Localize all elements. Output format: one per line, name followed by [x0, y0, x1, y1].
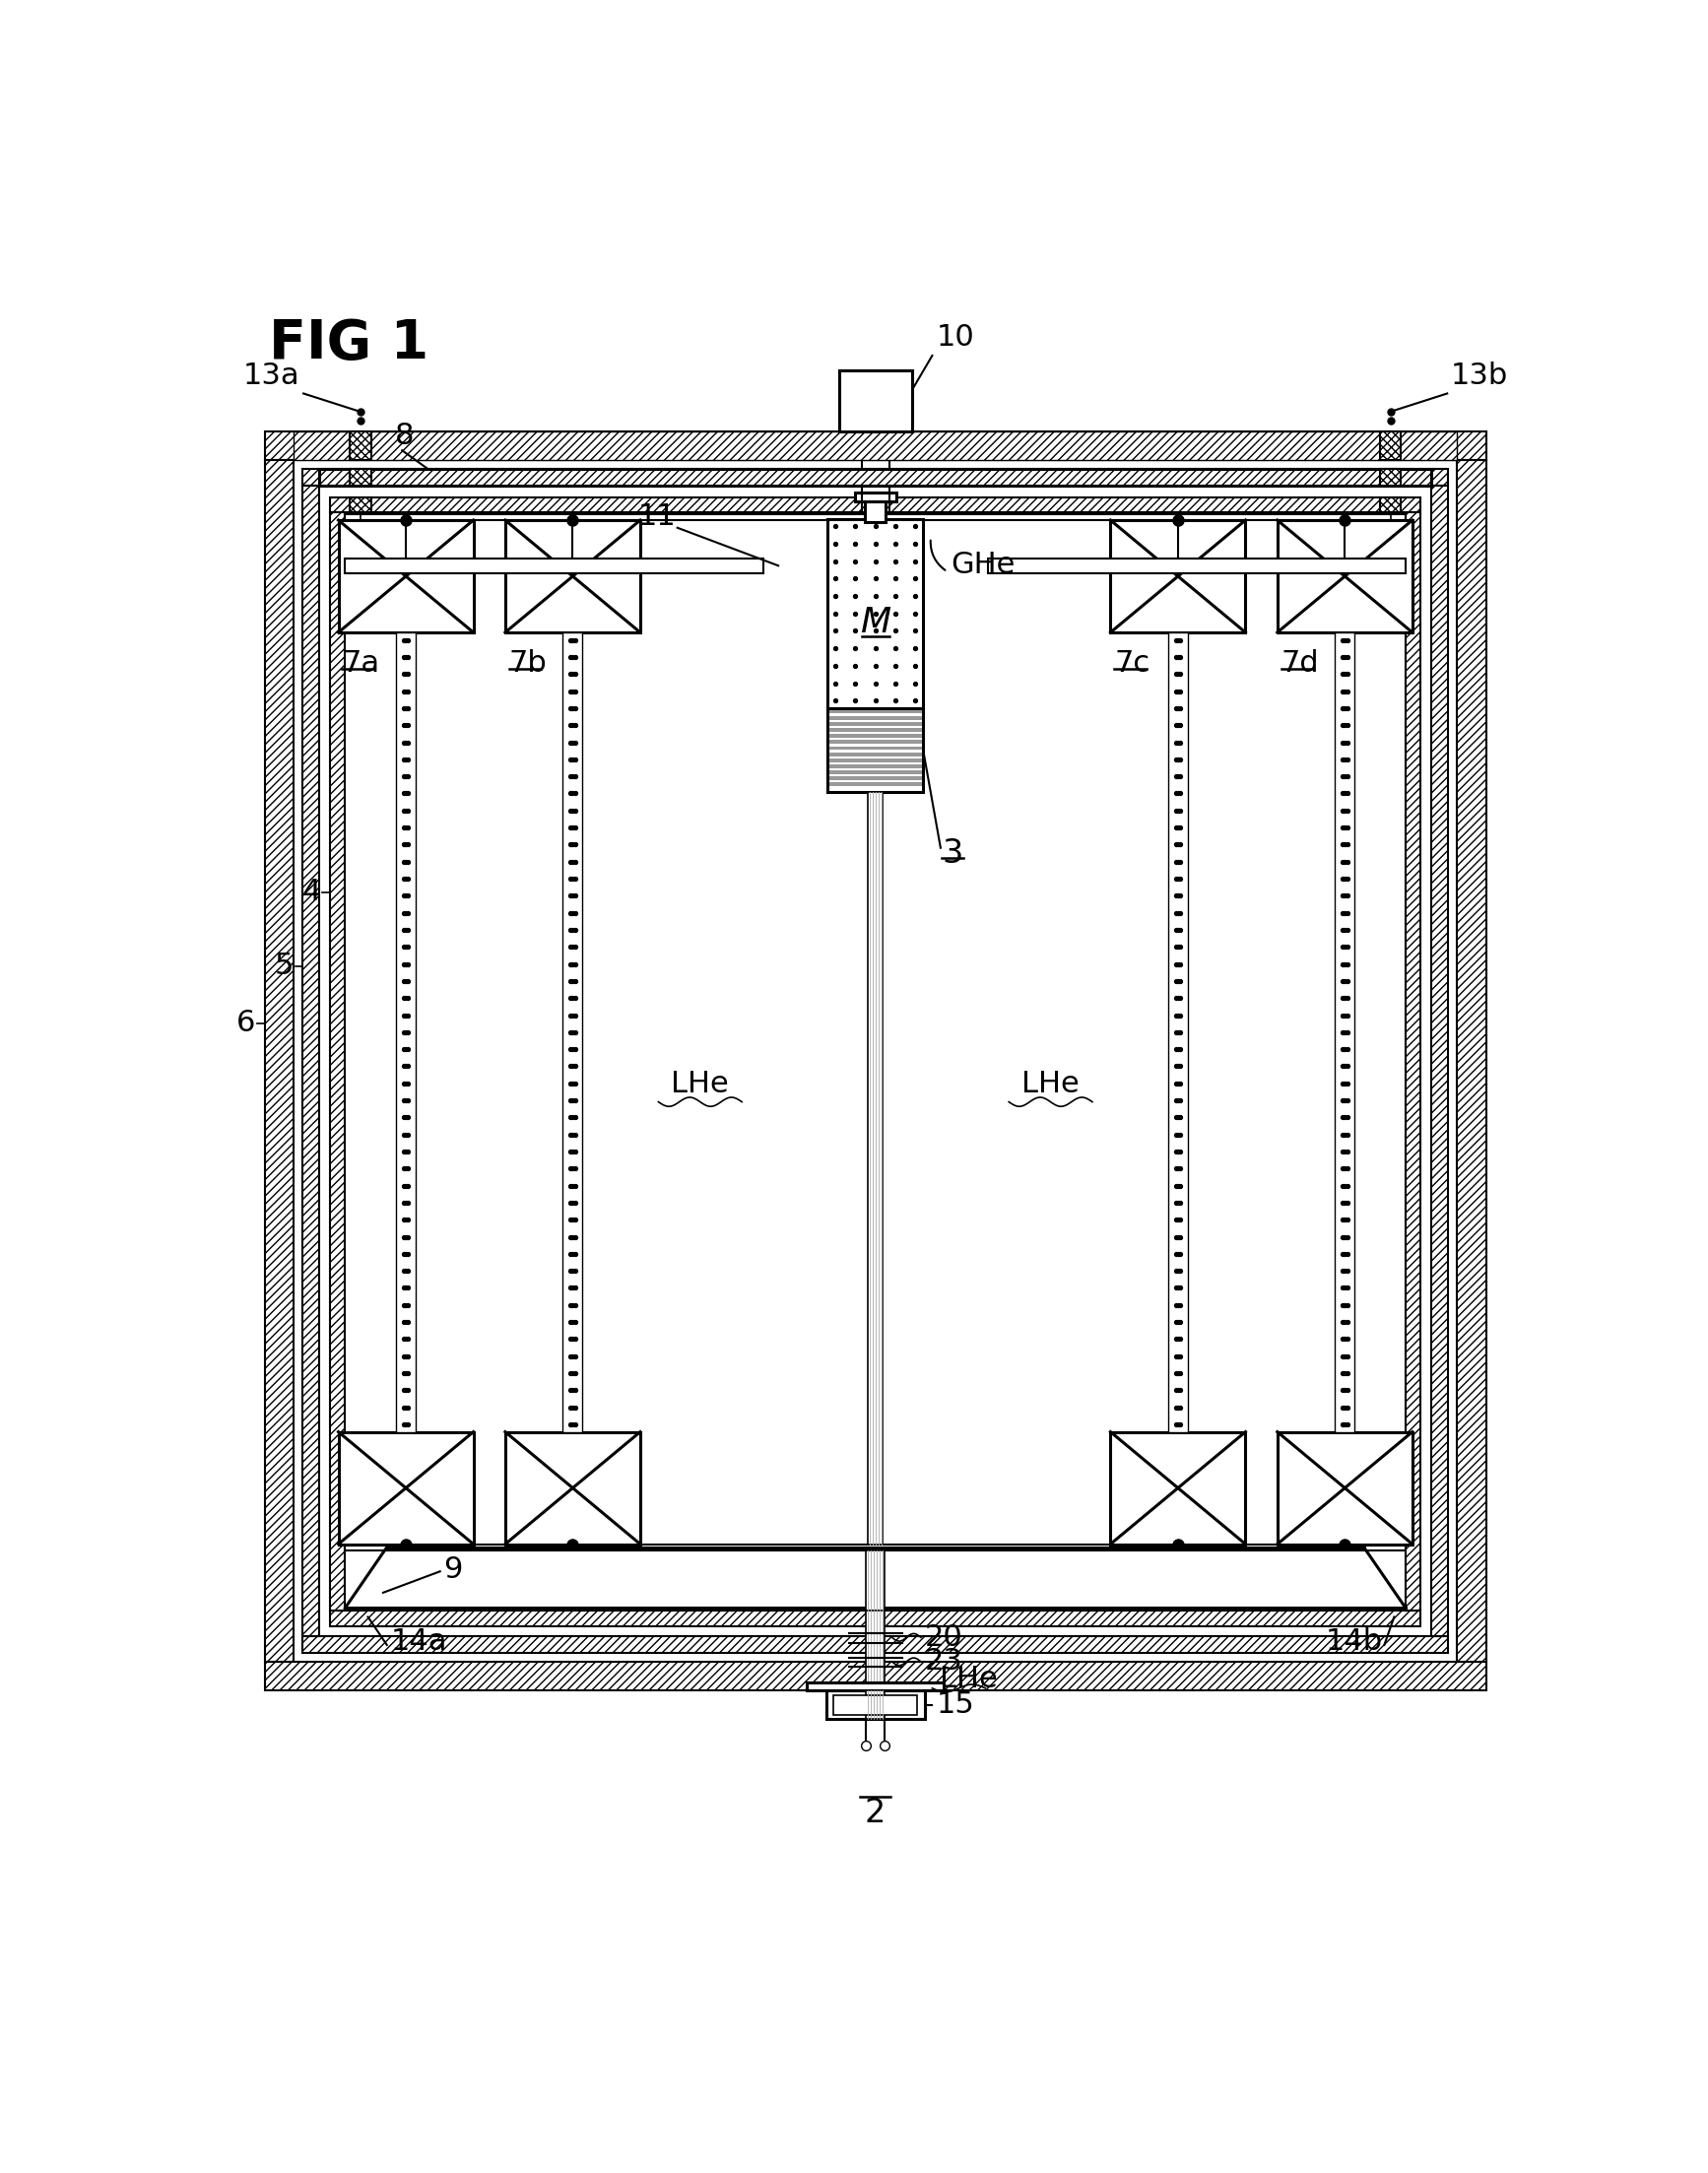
Bar	[330, 513, 345, 1610]
Text: 8: 8	[395, 422, 413, 450]
Text: 13b: 13b	[1452, 361, 1508, 389]
Bar	[1457, 461, 1486, 1662]
Bar	[1380, 469, 1401, 487]
Bar	[828, 745, 922, 750]
Bar	[302, 487, 319, 1636]
Bar	[564, 632, 582, 1432]
Bar	[1380, 432, 1401, 461]
Bar	[828, 708, 922, 791]
Bar	[506, 519, 640, 632]
Bar	[338, 1432, 473, 1545]
Bar	[319, 469, 1431, 487]
Text: 7d: 7d	[1281, 650, 1319, 678]
Bar	[1110, 519, 1245, 632]
Bar	[828, 715, 922, 719]
Text: 7b: 7b	[509, 650, 547, 678]
Bar	[828, 771, 922, 774]
Bar	[330, 498, 1421, 513]
Text: 15: 15	[936, 1691, 974, 1719]
Bar	[866, 1549, 885, 1610]
Bar	[345, 558, 763, 574]
Text: 9: 9	[444, 1556, 463, 1584]
Bar	[828, 776, 922, 780]
Bar	[506, 1432, 640, 1545]
Text: 20: 20	[924, 1623, 963, 1651]
Text: LHe: LHe	[1021, 1069, 1079, 1097]
Bar	[864, 491, 886, 522]
Bar	[828, 765, 922, 769]
Bar	[302, 469, 1448, 487]
Bar	[866, 1691, 885, 1719]
Bar	[265, 432, 1486, 461]
Text: 5: 5	[275, 952, 294, 980]
Bar	[828, 728, 922, 732]
Text: 6: 6	[237, 1008, 256, 1037]
Bar	[828, 721, 922, 726]
Bar	[1278, 1432, 1413, 1545]
Bar	[350, 432, 371, 461]
Bar	[1110, 1432, 1245, 1545]
Text: 14a: 14a	[391, 1628, 447, 1656]
Bar	[866, 1610, 885, 1691]
Bar	[828, 752, 922, 756]
Bar	[828, 734, 922, 739]
Text: 7a: 7a	[342, 650, 379, 678]
Bar	[827, 1691, 924, 1719]
Bar	[828, 711, 922, 713]
Bar	[828, 519, 922, 708]
Text: LHe: LHe	[671, 1069, 729, 1097]
Bar	[350, 498, 371, 513]
Bar	[265, 461, 294, 1662]
Bar	[856, 491, 897, 502]
Text: LHe: LHe	[939, 1665, 997, 1693]
Bar	[1380, 498, 1401, 513]
Bar	[1336, 632, 1354, 1432]
Bar	[828, 782, 922, 787]
Text: 13a: 13a	[243, 361, 299, 389]
Bar	[828, 758, 922, 763]
Bar	[1168, 632, 1187, 1432]
Bar	[345, 1545, 1406, 1549]
Bar	[808, 1682, 943, 1691]
Bar	[338, 519, 473, 632]
Bar	[302, 1636, 1448, 1654]
Text: 10: 10	[936, 324, 974, 352]
Bar	[1406, 513, 1421, 1610]
Bar	[868, 791, 883, 1545]
Bar	[294, 432, 1457, 461]
Text: M: M	[861, 606, 890, 639]
Bar	[396, 632, 415, 1432]
Bar	[1278, 519, 1413, 632]
Bar	[828, 741, 922, 743]
Bar	[330, 1610, 1421, 1625]
Text: 7c: 7c	[1114, 650, 1149, 678]
Bar	[1431, 487, 1448, 1636]
Text: 11: 11	[637, 502, 676, 530]
Bar	[987, 558, 1406, 574]
Text: FIG 1: FIG 1	[270, 317, 429, 372]
Text: 4: 4	[302, 878, 321, 906]
Text: 14b: 14b	[1325, 1628, 1383, 1656]
Bar	[345, 513, 1406, 1610]
Bar	[350, 469, 371, 487]
Text: 3: 3	[943, 837, 963, 869]
Bar	[840, 372, 912, 432]
Bar	[834, 1695, 917, 1714]
Text: 23: 23	[924, 1647, 963, 1675]
Text: 2: 2	[864, 1797, 886, 1830]
Text: GHe: GHe	[951, 550, 1016, 578]
Bar	[265, 1662, 1486, 1691]
Bar	[345, 515, 1406, 519]
